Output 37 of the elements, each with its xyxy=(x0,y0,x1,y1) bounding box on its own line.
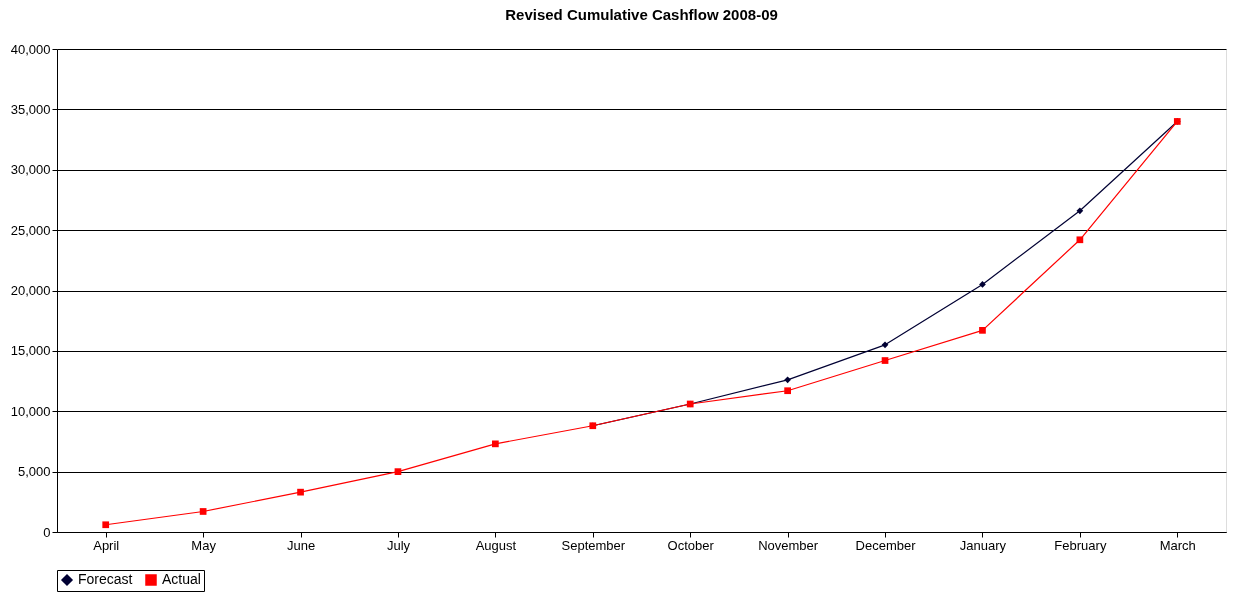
x-tick-label: May xyxy=(191,537,217,553)
x-tick-label: April xyxy=(93,537,120,553)
x-tick-label: January xyxy=(959,537,1007,553)
x-tick-label: September xyxy=(561,537,626,553)
x-tick-label: July xyxy=(386,537,411,553)
point xyxy=(297,488,304,496)
y-tick-label: 25,000 xyxy=(10,222,51,238)
point xyxy=(1076,207,1084,215)
y-tick-label: 40,000 xyxy=(10,41,51,57)
point xyxy=(979,281,986,288)
y-tick-label: 0 xyxy=(43,524,51,540)
x-tick-label: October xyxy=(667,537,715,553)
point xyxy=(492,440,499,448)
point xyxy=(784,387,791,395)
y-tick-label: 35,000 xyxy=(10,101,51,117)
point xyxy=(979,326,986,334)
point xyxy=(1076,236,1084,244)
y-tick-label: 5,000 xyxy=(17,464,51,480)
point xyxy=(784,376,791,384)
x-tick-label: March xyxy=(1159,537,1196,553)
y-tick-label: 10,000 xyxy=(10,403,51,419)
y-tick-label: 15,000 xyxy=(10,343,51,359)
point xyxy=(881,357,889,364)
x-tick-label: February xyxy=(1054,537,1107,553)
point xyxy=(199,508,207,515)
y-tick-label: 30,000 xyxy=(10,162,51,178)
y-tick-label: 20,000 xyxy=(10,283,51,298)
x-tick-label: December xyxy=(855,537,917,553)
legend-label: Actual xyxy=(162,571,201,587)
x-tick-label: June xyxy=(286,537,316,553)
chart-title: Revised Cumulative Cashflow 2008-09 xyxy=(505,6,778,23)
point xyxy=(394,468,402,475)
x-tick-label: November xyxy=(758,537,819,553)
x-tick-label: August xyxy=(475,537,517,553)
point xyxy=(881,341,889,349)
point xyxy=(102,521,110,529)
legend-label: Forecast xyxy=(78,571,133,587)
